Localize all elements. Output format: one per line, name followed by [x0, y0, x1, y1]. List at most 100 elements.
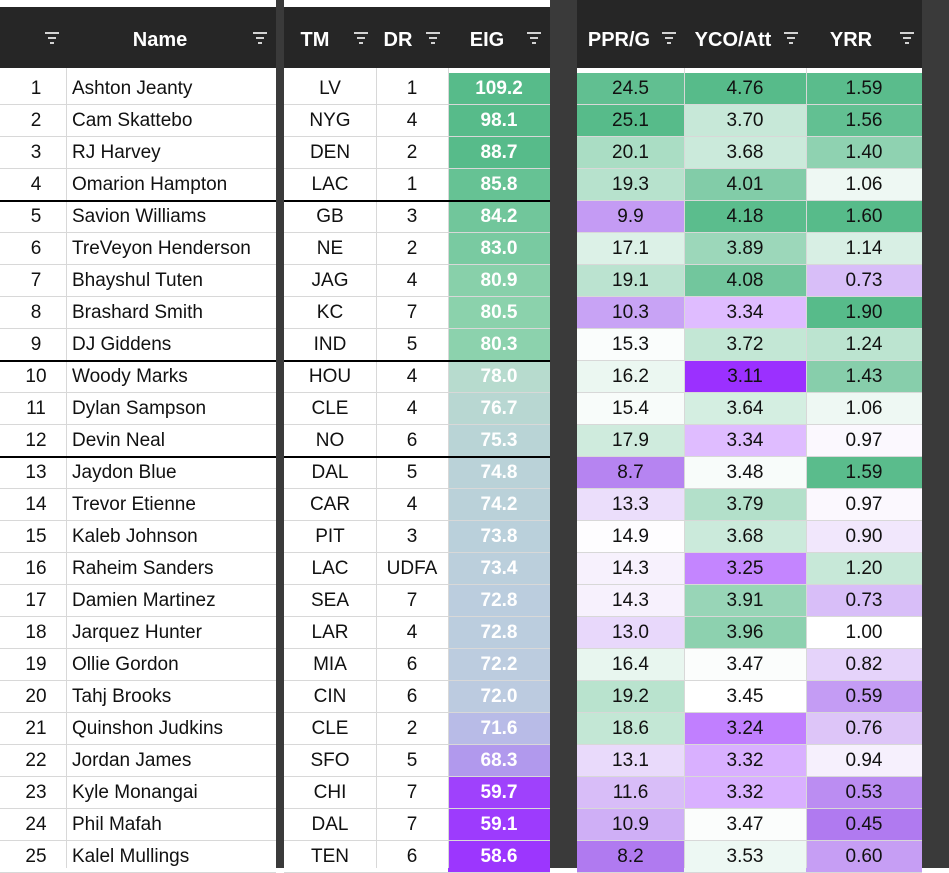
- filter-icon[interactable]: [353, 32, 369, 44]
- draft-round-cell: 6: [406, 430, 418, 451]
- player-name-cell[interactable]: Brashard Smith: [72, 302, 203, 323]
- column-separator-right: [922, 0, 949, 868]
- filter-icon[interactable]: [526, 32, 542, 44]
- filter-icon[interactable]: [425, 32, 441, 44]
- header-dr[interactable]: DR: [383, 28, 413, 51]
- yrr-cell: 1.24: [806, 329, 922, 361]
- tier-divider: [0, 200, 276, 202]
- player-name-cell[interactable]: Phil Mafah: [72, 814, 162, 835]
- eig-cell: 73.8: [448, 521, 550, 553]
- filter-icon[interactable]: [44, 32, 60, 44]
- row-gridline: [284, 136, 550, 137]
- player-name-cell[interactable]: Ollie Gordon: [72, 654, 179, 675]
- eig-cell: 59.7: [448, 777, 550, 809]
- team-cell: CAR: [309, 494, 351, 515]
- row-gridline: [284, 488, 550, 489]
- draft-round-cell: 7: [406, 814, 418, 835]
- player-name-cell[interactable]: Kalel Mullings: [72, 846, 190, 867]
- header-eig[interactable]: EIG: [469, 28, 505, 51]
- row-gridline: [577, 776, 922, 777]
- player-name-cell[interactable]: Damien Martinez: [72, 590, 216, 611]
- ppr-per-game-cell: 19.3: [577, 169, 684, 201]
- player-name-cell[interactable]: DJ Giddens: [72, 334, 172, 355]
- draft-round-cell: 6: [406, 846, 418, 867]
- rank-cell: 24: [25, 814, 47, 835]
- team-cell: PIT: [315, 526, 345, 547]
- filter-icon[interactable]: [661, 32, 677, 44]
- player-name-cell[interactable]: Ashton Jeanty: [72, 78, 193, 99]
- player-name-cell[interactable]: Kaleb Johnson: [72, 526, 198, 547]
- eig-cell: 109.2: [448, 73, 550, 105]
- team-cell: DAL: [311, 814, 349, 835]
- header-tm[interactable]: TM: [300, 28, 330, 51]
- yco-per-att-cell: 3.34: [684, 425, 806, 457]
- team-cell: SEA: [310, 590, 350, 611]
- yrr-cell: 0.94: [806, 745, 922, 777]
- eig-cell: 80.3: [448, 329, 550, 361]
- yco-per-att-cell: 3.70: [684, 105, 806, 137]
- rank-cell: 12: [25, 430, 47, 451]
- filter-icon[interactable]: [783, 32, 799, 44]
- yco-per-att-cell: 4.18: [684, 201, 806, 233]
- row-gridline: [284, 328, 550, 329]
- draft-round-cell: 4: [406, 622, 418, 643]
- rank-cell: 20: [25, 686, 47, 707]
- player-name-cell[interactable]: RJ Harvey: [72, 142, 161, 163]
- rank-cell: 23: [25, 782, 47, 803]
- player-name-cell[interactable]: Kyle Monangai: [72, 782, 198, 803]
- rank-cell: 22: [25, 750, 47, 771]
- row-gridline: [284, 616, 550, 617]
- row-gridline: [284, 840, 550, 841]
- eig-cell: 59.1: [448, 809, 550, 841]
- row-gridline: [0, 680, 276, 681]
- column-separator-left: [276, 0, 284, 868]
- eig-cell: 71.6: [448, 713, 550, 745]
- player-name-cell[interactable]: Raheim Sanders: [72, 558, 214, 579]
- header-yco-per-att[interactable]: YCO/Att: [694, 28, 772, 51]
- player-name-cell[interactable]: Trevor Etienne: [72, 494, 196, 515]
- player-name-cell[interactable]: Savion Williams: [72, 206, 207, 227]
- team-cell: SFO: [310, 750, 350, 771]
- player-name-cell[interactable]: Quinshon Judkins: [72, 718, 224, 739]
- player-name-cell[interactable]: Jordan James: [72, 750, 192, 771]
- tier-divider: [0, 360, 276, 362]
- player-name-cell[interactable]: Jarquez Hunter: [72, 622, 202, 643]
- row-gridline: [577, 712, 922, 713]
- player-name-cell[interactable]: Dylan Sampson: [72, 398, 207, 419]
- draft-round-cell: 2: [406, 718, 418, 739]
- row-gridline: [0, 584, 276, 585]
- yrr-cell: 0.82: [806, 649, 922, 681]
- row-gridline: [0, 616, 276, 617]
- ppr-per-game-cell: 11.6: [577, 777, 684, 809]
- row-gridline: [577, 168, 922, 169]
- player-name-cell[interactable]: Jaydon Blue: [72, 462, 177, 483]
- header-yrr[interactable]: YRR: [829, 28, 873, 51]
- header-ppr-per-game[interactable]: PPR/G: [587, 28, 651, 51]
- filter-icon[interactable]: [899, 32, 915, 44]
- player-name-cell[interactable]: Bhayshul Tuten: [72, 270, 203, 291]
- team-cell: TEN: [311, 846, 349, 867]
- team-cell: HOU: [308, 366, 352, 387]
- row-gridline: [577, 616, 922, 617]
- player-name-cell[interactable]: Omarion Hampton: [72, 174, 228, 195]
- player-name-cell[interactable]: Devin Neal: [72, 430, 165, 451]
- filter-icon[interactable]: [252, 32, 268, 44]
- player-name-cell[interactable]: Cam Skattebo: [72, 110, 193, 131]
- row-gridline: [0, 744, 276, 745]
- rank-cell: 15: [25, 526, 47, 547]
- yco-per-att-cell: 3.32: [684, 777, 806, 809]
- team-cell: CIN: [313, 686, 347, 707]
- row-gridline: [284, 104, 550, 105]
- rank-cell: 8: [30, 302, 42, 323]
- draft-round-cell: 1: [406, 78, 418, 99]
- ppr-per-game-cell: 8.7: [577, 457, 684, 489]
- player-name-cell[interactable]: Woody Marks: [72, 366, 188, 387]
- header-name[interactable]: Name: [132, 28, 188, 51]
- yco-per-att-cell: 3.45: [684, 681, 806, 713]
- rank-cell: 10: [25, 366, 47, 387]
- row-gridline: [577, 264, 922, 265]
- rank-cell: 3: [30, 142, 42, 163]
- player-name-cell[interactable]: TreVeyon Henderson: [72, 238, 251, 259]
- player-name-cell[interactable]: Tahj Brooks: [72, 686, 172, 707]
- ppr-per-game-cell: 19.2: [577, 681, 684, 713]
